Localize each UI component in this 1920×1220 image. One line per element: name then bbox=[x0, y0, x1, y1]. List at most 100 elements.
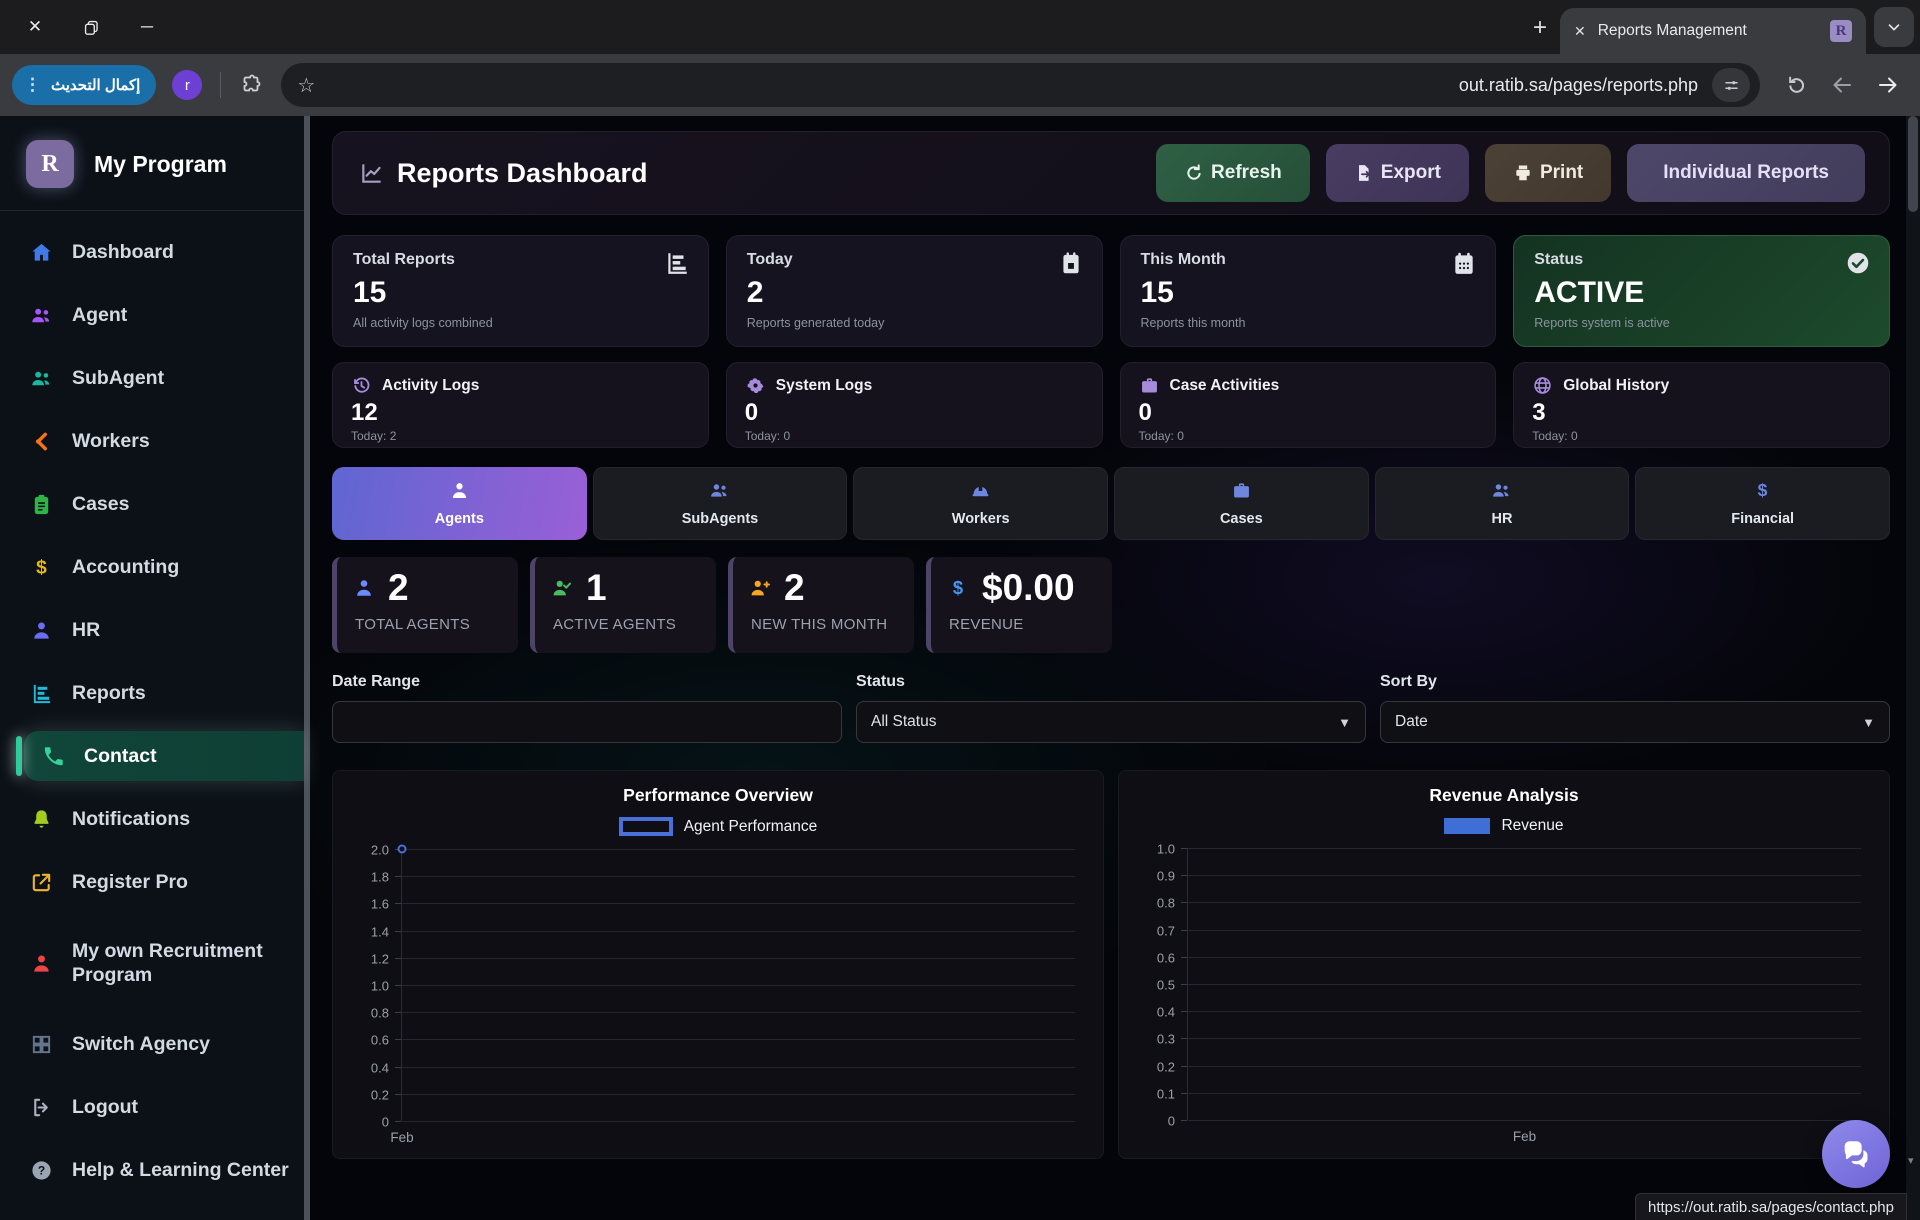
window-minimize-button[interactable]: ─ bbox=[140, 16, 154, 36]
gridline: 0 bbox=[382, 1115, 1075, 1130]
new-tab-button[interactable]: + bbox=[1532, 14, 1547, 41]
refresh-button[interactable]: Refresh bbox=[1156, 144, 1310, 202]
legend-label: Agent Performance bbox=[683, 817, 818, 835]
back-button[interactable] bbox=[1824, 73, 1860, 97]
y-axis-tick: 0.8 bbox=[370, 1005, 389, 1021]
site-settings-icon[interactable] bbox=[1712, 68, 1750, 102]
tab-agents[interactable]: Agents bbox=[332, 467, 587, 540]
y-axis-tick: 0.2 bbox=[1156, 1059, 1175, 1075]
status-filter-select[interactable]: All Status ▼ bbox=[856, 701, 1366, 743]
forward-button[interactable] bbox=[1870, 73, 1906, 97]
button-label: Refresh bbox=[1211, 162, 1282, 183]
tab-financial[interactable]: $ Financial bbox=[1635, 467, 1890, 540]
sidebar-item-switch-agency[interactable]: Switch Agency bbox=[0, 1019, 304, 1069]
gridline: 0.1 bbox=[1157, 1086, 1861, 1101]
window-restore-icon[interactable] bbox=[78, 17, 104, 37]
gridline: 0.2 bbox=[371, 1087, 1075, 1102]
update-button[interactable]: إكمال التحديث ⋮ bbox=[12, 65, 157, 105]
stat-card-activity-logs: Activity Logs 12 Today: 2 bbox=[332, 362, 709, 448]
reload-button[interactable] bbox=[1778, 74, 1814, 97]
sidebar-item-register-pro[interactable]: Register Pro bbox=[0, 857, 304, 907]
sidebar-item-reports[interactable]: Reports bbox=[0, 668, 304, 718]
sidebar-item-label: Agent bbox=[72, 303, 128, 326]
tab-cases[interactable]: Cases bbox=[1114, 467, 1369, 540]
browser-tab[interactable]: ✕ Reports Management R bbox=[1560, 8, 1866, 54]
sidebar-item-label: Workers bbox=[72, 429, 150, 452]
users-icon bbox=[1491, 480, 1512, 502]
tab-list-button[interactable] bbox=[1874, 7, 1914, 47]
sidebar-item-contact[interactable]: Contact bbox=[16, 731, 304, 781]
stat-card-header: Case Activities bbox=[1139, 375, 1478, 396]
sort-by-label: Sort By bbox=[1380, 673, 1437, 690]
briefcase-icon bbox=[1231, 480, 1252, 502]
globe-icon bbox=[1532, 375, 1553, 396]
stat-subtitle: All activity logs combined bbox=[353, 316, 493, 330]
page-scrollbar[interactable]: ▾ bbox=[1906, 116, 1920, 1220]
sidebar-item-cases[interactable]: Cases bbox=[0, 479, 304, 529]
sidebar-item-label: Cases bbox=[72, 492, 130, 515]
scrollbar-thumb[interactable] bbox=[1908, 116, 1918, 212]
sidebar-item-dashboard[interactable]: Dashboard bbox=[0, 227, 304, 277]
sort-by-select[interactable]: Date ▼ bbox=[1380, 701, 1890, 743]
sidebar-item-label: Reports bbox=[72, 681, 146, 704]
url-text[interactable]: out.ratib.sa/pages/reports.php bbox=[1458, 74, 1698, 95]
sidebar-item-hr[interactable]: HR bbox=[0, 605, 304, 655]
sidebar-item-accounting[interactable]: $ Accounting bbox=[0, 542, 304, 592]
bookmark-star-icon[interactable]: ☆ bbox=[297, 74, 316, 97]
date-range-input[interactable] bbox=[332, 701, 842, 743]
stat-label: Status bbox=[1534, 251, 1584, 268]
sidebar-item-notifications[interactable]: Notifications bbox=[0, 794, 304, 844]
gridline: 1.2 bbox=[371, 951, 1075, 966]
scrollbar-down-arrow[interactable]: ▾ bbox=[1908, 1155, 1914, 1167]
svg-text:$: $ bbox=[36, 557, 47, 578]
calendar-day-icon bbox=[1058, 250, 1084, 276]
toolbar-divider bbox=[220, 72, 222, 98]
sidebar-item-agent[interactable]: Agent bbox=[0, 290, 304, 340]
data-point bbox=[397, 844, 407, 854]
legend-swatch bbox=[1444, 818, 1491, 834]
gridline: 0.5 bbox=[1157, 978, 1861, 993]
sidebar-item-label: HR bbox=[72, 618, 101, 641]
stat-subtitle: Today: 0 bbox=[1532, 429, 1578, 443]
chevron-down-icon: ▼ bbox=[1338, 714, 1351, 730]
y-axis-tick: 1.2 bbox=[370, 951, 389, 967]
sidebar-item-subagent[interactable]: SubAgent bbox=[0, 353, 304, 403]
external-link-icon bbox=[28, 871, 54, 894]
brand-logo: R bbox=[26, 140, 74, 188]
gear-icon bbox=[745, 375, 766, 396]
sidebar-item-workers[interactable]: Workers bbox=[0, 416, 304, 466]
tab-workers[interactable]: Workers bbox=[853, 467, 1108, 540]
tab-hr[interactable]: HR bbox=[1374, 467, 1630, 540]
stat-card-total-reports: Total Reports 15 All activity logs combine… bbox=[332, 235, 709, 347]
svg-text:$: $ bbox=[953, 577, 963, 598]
window-close-button[interactable]: ✕ bbox=[27, 16, 43, 36]
sidebar-item-logout[interactable]: Logout bbox=[0, 1082, 304, 1132]
sidebar-item-label: SubAgent bbox=[72, 366, 165, 389]
tab-subagents[interactable]: SubAgents bbox=[592, 467, 848, 540]
y-axis-tick: 1.0 bbox=[370, 978, 389, 994]
extensions-icon[interactable] bbox=[239, 73, 263, 97]
stat-card-header: Global History bbox=[1532, 375, 1871, 396]
stat-value: 0 bbox=[744, 399, 759, 426]
print-button[interactable]: Print bbox=[1484, 144, 1612, 202]
chart-performance-overview: Performance Overview Agent Performance 2.0… bbox=[332, 770, 1104, 1159]
dollar-icon: $ bbox=[1752, 480, 1773, 502]
stat-card-case-activities: Case Activities 0 Today: 0 bbox=[1119, 362, 1497, 448]
chat-button[interactable] bbox=[1822, 1120, 1890, 1188]
filters-panel: Date Range Status All Status ▼ Sort By D… bbox=[332, 673, 1890, 743]
individual-reports-button[interactable]: Individual Reports bbox=[1627, 144, 1865, 202]
profile-avatar[interactable]: r bbox=[172, 70, 203, 100]
sidebar-item-my-own-recruitment-program[interactable]: My own Recruitment Program bbox=[0, 920, 304, 1006]
sidebar-item-help-learning-center[interactable]: ? Help & Learning Center bbox=[0, 1145, 304, 1195]
gridline: 0.2 bbox=[1157, 1059, 1861, 1074]
mini-stat-revenue: $ $0.00 REVENUE bbox=[926, 557, 1112, 653]
stat-subtitle: Today: 0 bbox=[744, 429, 791, 443]
url-bar[interactable]: ☆ out.ratib.sa/pages/reports.php bbox=[281, 63, 1760, 107]
chart-revenue-analysis: Revenue Analysis Revenue 1.0 0.9 0.8 0.7 0.6 0.… bbox=[1118, 770, 1890, 1159]
export-button[interactable]: Export bbox=[1325, 144, 1469, 202]
page-title: Reports Dashboard bbox=[397, 157, 648, 188]
print-icon bbox=[1513, 163, 1533, 183]
mini-stat-top: $ $0.00 bbox=[947, 569, 1102, 606]
tab-close-icon[interactable]: ✕ bbox=[1574, 22, 1586, 39]
